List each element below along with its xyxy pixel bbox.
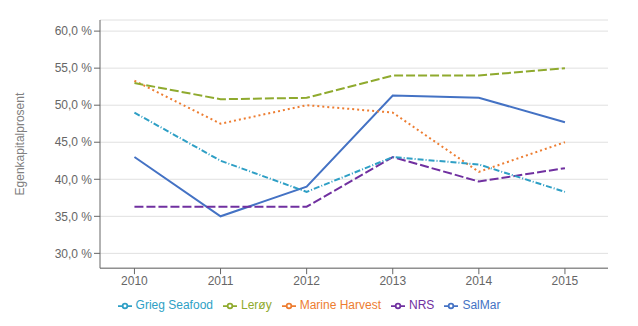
svg-text:2013: 2013 <box>379 274 406 288</box>
html-text:Lerøy: Lerøy <box>241 298 272 313</box>
html-text:SalMar: SalMar <box>462 298 501 313</box>
html-text:NRS: NRS <box>409 298 435 313</box>
svg-text:2010: 2010 <box>121 274 148 288</box>
html-text:Grieg Seafood: Grieg Seafood <box>135 298 213 313</box>
svg-text:2012: 2012 <box>293 274 320 288</box>
svg-text:50,0 %: 50,0 % <box>55 98 93 112</box>
svg-text:35,0 %: 35,0 % <box>55 210 93 224</box>
svg-text:Egenkapitalprosent: Egenkapitalprosent <box>13 92 27 195</box>
svg-text:60,0 %: 60,0 % <box>55 24 93 38</box>
svg-text:2011: 2011 <box>208 274 234 288</box>
svg-text:2015: 2015 <box>552 274 579 288</box>
svg-text:2014: 2014 <box>465 274 492 288</box>
svg-text:55,0 %: 55,0 % <box>55 61 93 75</box>
svg-text:40,0 %: 40,0 % <box>55 173 93 187</box>
svg-text:45,0 %: 45,0 % <box>55 135 93 149</box>
html-text:Marine Harvest: Marine Harvest <box>299 298 381 313</box>
svg-text:30,0 %: 30,0 % <box>55 247 93 261</box>
